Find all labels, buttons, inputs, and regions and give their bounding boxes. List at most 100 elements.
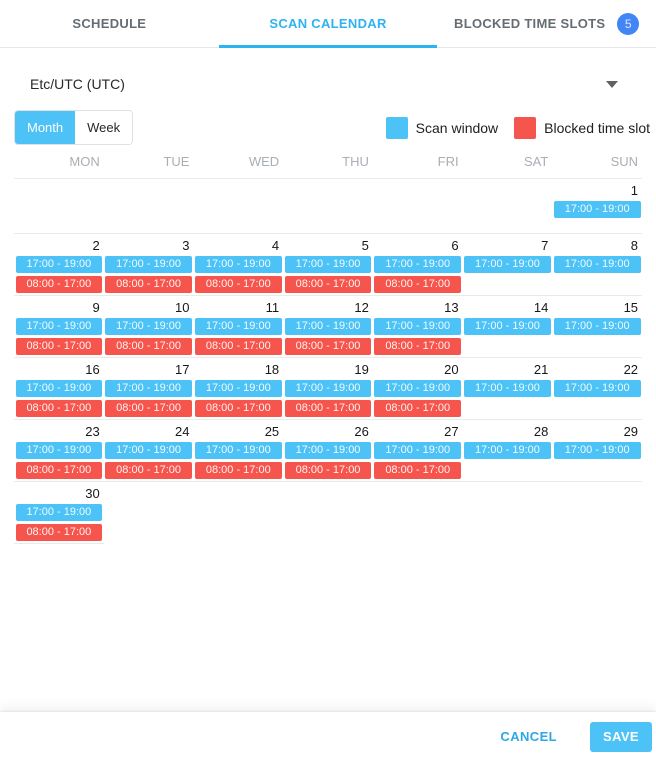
tab-blocked-time-slots[interactable]: BLOCKED TIME SLOTS 5: [437, 0, 656, 47]
day-cell[interactable]: 26 17:00 - 19:00 08:00 - 17:00: [283, 420, 373, 481]
blocked-time-chip[interactable]: 08:00 - 17:00: [284, 338, 372, 355]
blocked-time-chip[interactable]: 08:00 - 17:00: [194, 276, 282, 293]
cancel-button[interactable]: CANCEL: [494, 728, 563, 745]
scan-window-chip[interactable]: 17:00 - 19:00: [284, 256, 372, 273]
blocked-time-chip[interactable]: 08:00 - 17:00: [105, 276, 192, 293]
day-number: 6: [451, 238, 459, 253]
scan-window-chip[interactable]: 17:00 - 19:00: [374, 380, 462, 397]
day-number: 26: [354, 424, 369, 439]
day-number: 15: [623, 300, 639, 315]
blocked-time-chip[interactable]: 08:00 - 17:00: [194, 462, 282, 479]
scan-window-chip[interactable]: 17:00 - 19:00: [194, 318, 282, 335]
legend-scan-window: Scan window: [385, 116, 498, 139]
scan-window-chip[interactable]: 17:00 - 19:00: [15, 318, 103, 335]
scan-window-chip[interactable]: 17:00 - 19:00: [284, 380, 372, 397]
blocked-time-chip[interactable]: 08:00 - 17:00: [15, 400, 103, 417]
day-cell[interactable]: 24 17:00 - 19:00 08:00 - 17:00: [104, 420, 194, 481]
day-cell[interactable]: 12 17:00 - 19:00 08:00 - 17:00: [283, 296, 373, 357]
scan-window-chip[interactable]: 17:00 - 19:00: [553, 442, 641, 459]
day-cell[interactable]: 2 17:00 - 19:00 08:00 - 17:00: [14, 234, 104, 295]
scan-window-chip[interactable]: 17:00 - 19:00: [15, 504, 103, 521]
day-cell[interactable]: 20 17:00 - 19:00 08:00 - 17:00: [373, 358, 463, 419]
day-cell[interactable]: 23 17:00 - 19:00 08:00 - 17:00: [14, 420, 104, 481]
day-cell[interactable]: 6 17:00 - 19:00 08:00 - 17:00: [373, 234, 463, 295]
day-cell[interactable]: 7 17:00 - 19:00: [463, 234, 553, 295]
blocked-time-chip[interactable]: 08:00 - 17:00: [374, 400, 462, 417]
day-cell[interactable]: 29 17:00 - 19:00: [552, 420, 642, 481]
scan-window-chip[interactable]: 17:00 - 19:00: [464, 256, 551, 273]
blocked-time-swatch: [514, 116, 537, 139]
day-cell[interactable]: 22 17:00 - 19:00: [552, 358, 642, 419]
scan-window-chip[interactable]: 17:00 - 19:00: [284, 318, 372, 335]
day-cell[interactable]: 10 17:00 - 19:00 08:00 - 17:00: [104, 296, 194, 357]
scan-window-chip[interactable]: 17:00 - 19:00: [105, 256, 192, 273]
blocked-time-chip[interactable]: 08:00 - 17:00: [284, 276, 372, 293]
scan-window-chip[interactable]: 17:00 - 19:00: [105, 380, 192, 397]
blocked-time-chip[interactable]: 08:00 - 17:00: [194, 338, 282, 355]
footer-action-bar: CANCEL SAVE: [0, 712, 656, 761]
blocked-time-chip[interactable]: 08:00 - 17:00: [105, 400, 192, 417]
day-cell[interactable]: 3 17:00 - 19:00 08:00 - 17:00: [104, 234, 194, 295]
legend-blocked-time-slot: Blocked time slot: [514, 116, 650, 139]
week-view-button[interactable]: Week: [75, 111, 133, 144]
day-cell[interactable]: 5 17:00 - 19:00 08:00 - 17:00: [283, 234, 373, 295]
scan-window-chip[interactable]: 17:00 - 19:00: [553, 201, 641, 218]
day-cell[interactable]: 1 17:00 - 19:00: [552, 179, 642, 233]
blocked-time-chip[interactable]: 08:00 - 17:00: [15, 524, 103, 541]
day-cell[interactable]: 15 17:00 - 19:00: [552, 296, 642, 357]
scan-window-chip[interactable]: 17:00 - 19:00: [194, 442, 282, 459]
day-cell[interactable]: 11 17:00 - 19:00 08:00 - 17:00: [193, 296, 283, 357]
scan-window-chip[interactable]: 17:00 - 19:00: [15, 442, 103, 459]
blocked-time-chip[interactable]: 08:00 - 17:00: [374, 338, 462, 355]
day-cell[interactable]: 17 17:00 - 19:00 08:00 - 17:00: [104, 358, 194, 419]
day-cell[interactable]: 8 17:00 - 19:00: [552, 234, 642, 295]
blocked-time-chip[interactable]: 08:00 - 17:00: [194, 400, 282, 417]
day-number: 13: [444, 300, 459, 315]
blocked-time-chip[interactable]: 08:00 - 17:00: [374, 276, 462, 293]
empty-day-cell: [104, 482, 194, 544]
scan-window-chip[interactable]: 17:00 - 19:00: [374, 256, 462, 273]
day-cell[interactable]: 30 17:00 - 19:00 08:00 - 17:00: [14, 482, 104, 544]
day-cell[interactable]: 13 17:00 - 19:00 08:00 - 17:00: [373, 296, 463, 357]
day-cell[interactable]: 14 17:00 - 19:00: [463, 296, 553, 357]
scan-window-chip[interactable]: 17:00 - 19:00: [464, 380, 551, 397]
calendar-week-row: 30 17:00 - 19:00 08:00 - 17:00: [14, 482, 642, 544]
scan-window-chip[interactable]: 17:00 - 19:00: [374, 318, 462, 335]
month-view-button[interactable]: Month: [15, 111, 76, 144]
scan-window-chip[interactable]: 17:00 - 19:00: [284, 442, 372, 459]
scan-window-chip[interactable]: 17:00 - 19:00: [105, 318, 192, 335]
blocked-time-chip[interactable]: 08:00 - 17:00: [15, 338, 103, 355]
day-cell[interactable]: 9 17:00 - 19:00 08:00 - 17:00: [14, 296, 104, 357]
blocked-time-chip[interactable]: 08:00 - 17:00: [374, 462, 462, 479]
blocked-time-chip[interactable]: 08:00 - 17:00: [284, 400, 372, 417]
tab-schedule[interactable]: SCHEDULE: [0, 0, 219, 47]
save-button[interactable]: SAVE: [590, 721, 652, 752]
blocked-time-chip[interactable]: 08:00 - 17:00: [284, 462, 372, 479]
scan-window-chip[interactable]: 17:00 - 19:00: [553, 318, 641, 335]
scan-window-chip[interactable]: 17:00 - 19:00: [105, 442, 192, 459]
day-cell[interactable]: 21 17:00 - 19:00: [463, 358, 553, 419]
scan-window-chip[interactable]: 17:00 - 19:00: [374, 442, 462, 459]
blocked-time-chip[interactable]: 08:00 - 17:00: [15, 462, 103, 479]
blocked-time-chip[interactable]: 08:00 - 17:00: [105, 462, 192, 479]
blocked-time-chip[interactable]: 08:00 - 17:00: [105, 338, 192, 355]
tab-scan-calendar[interactable]: SCAN CALENDAR: [218, 0, 438, 48]
scan-window-chip[interactable]: 17:00 - 19:00: [464, 318, 551, 335]
scan-window-chip[interactable]: 17:00 - 19:00: [464, 442, 551, 459]
day-cell[interactable]: 16 17:00 - 19:00 08:00 - 17:00: [14, 358, 104, 419]
day-cell[interactable]: 27 17:00 - 19:00 08:00 - 17:00: [373, 420, 463, 481]
timezone-select[interactable]: Etc/UTC (UTC): [30, 74, 626, 94]
scan-window-chip[interactable]: 17:00 - 19:00: [194, 380, 282, 397]
day-cell[interactable]: 19 17:00 - 19:00 08:00 - 17:00: [283, 358, 373, 419]
day-cell[interactable]: 25 17:00 - 19:00 08:00 - 17:00: [193, 420, 283, 481]
calendar-week-row: 9 17:00 - 19:00 08:00 - 17:00 10 17:00 - 19:…: [14, 296, 642, 358]
day-cell[interactable]: 28 17:00 - 19:00: [463, 420, 553, 481]
day-cell[interactable]: 18 17:00 - 19:00 08:00 - 17:00: [193, 358, 283, 419]
scan-window-chip[interactable]: 17:00 - 19:00: [553, 380, 641, 397]
scan-window-chip[interactable]: 17:00 - 19:00: [194, 256, 282, 273]
scan-window-chip[interactable]: 17:00 - 19:00: [15, 256, 103, 273]
blocked-time-chip[interactable]: 08:00 - 17:00: [15, 276, 103, 293]
scan-window-chip[interactable]: 17:00 - 19:00: [15, 380, 103, 397]
scan-window-chip[interactable]: 17:00 - 19:00: [553, 256, 641, 273]
day-cell[interactable]: 4 17:00 - 19:00 08:00 - 17:00: [193, 234, 283, 295]
